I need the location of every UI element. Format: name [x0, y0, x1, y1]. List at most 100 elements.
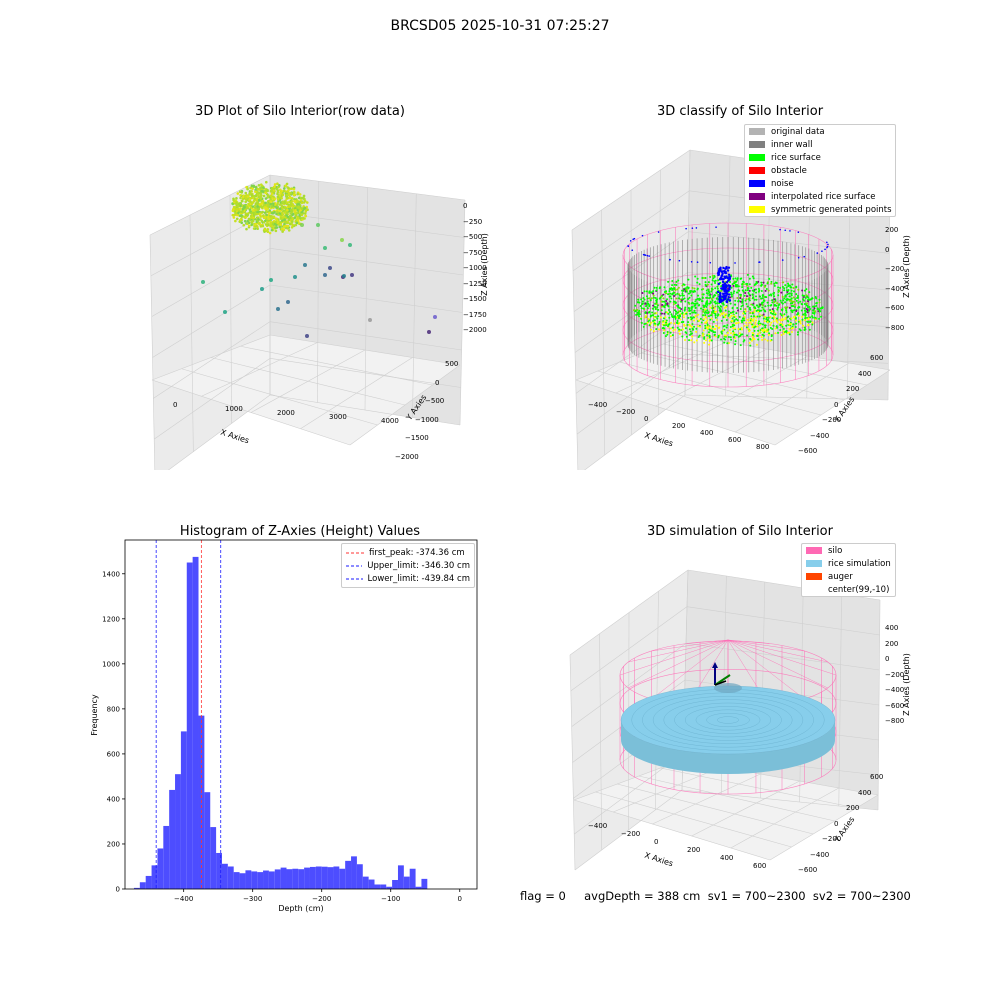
classified-point: [760, 281, 763, 284]
scatter-point: [223, 310, 227, 314]
noise-point: [826, 246, 828, 249]
classified-point: [753, 298, 756, 301]
histogram-bar: [274, 869, 281, 889]
classified-point: [669, 292, 672, 295]
rice-mesh-ring: [717, 716, 739, 724]
classified-point: [802, 298, 805, 301]
classified-point: [695, 317, 698, 320]
classified-point: [758, 305, 761, 308]
classified-point: [642, 307, 645, 310]
classified-point: [692, 311, 695, 314]
classified-point: [643, 290, 646, 293]
classified-point: [681, 284, 684, 287]
classified-point: [705, 289, 708, 292]
classified-point: [726, 342, 729, 345]
classified-point: [676, 326, 679, 329]
classified-point: [750, 303, 753, 306]
classified-point: [704, 327, 707, 330]
scatter-point: [257, 195, 260, 199]
classified-point: [761, 327, 764, 330]
classified-point: [695, 339, 698, 342]
grid-line: [774, 369, 891, 446]
plot4-legend: silo rice simulation auger center(99,-10): [801, 543, 896, 597]
histogram-bar: [268, 871, 275, 889]
classified-point: [776, 321, 779, 324]
plot1-z-tick: −1250: [463, 279, 487, 288]
grid-line: [769, 794, 879, 861]
scatter-point: [261, 210, 264, 214]
rice-mesh-ring: [685, 706, 771, 734]
classified-point: [686, 323, 689, 326]
classified-point: [801, 318, 804, 321]
scatter-point: [250, 223, 253, 227]
classified-point: [645, 304, 648, 307]
classified-point: [646, 321, 649, 324]
classified-point: [677, 286, 680, 289]
classified-point: [722, 316, 725, 319]
plot4-legend-swatch: [806, 573, 822, 580]
classified-point: [678, 310, 681, 313]
scatter-point: [296, 219, 300, 222]
scatter-point: [276, 182, 279, 186]
classified-point: [785, 324, 788, 327]
classified-point: [663, 312, 666, 315]
classified-point: [808, 291, 811, 294]
classified-point: [709, 276, 712, 279]
classified-point: [694, 300, 697, 303]
classified-point: [640, 307, 643, 310]
noise-point: [632, 238, 634, 241]
scatter-point: [297, 203, 301, 206]
classified-point: [690, 294, 693, 297]
scatter-point: [272, 215, 276, 219]
classified-point: [734, 327, 737, 330]
classified-point: [798, 306, 801, 309]
scatter-point: [278, 212, 282, 215]
histogram-bar: [139, 882, 146, 889]
classified-point: [718, 306, 721, 309]
classified-point: [682, 316, 685, 319]
plot2-legend-swatch: [749, 180, 765, 187]
classified-point: [780, 314, 783, 317]
histogram-x-label: Depth (cm): [278, 904, 323, 913]
classified-point: [735, 312, 738, 315]
classified-point: [790, 289, 793, 292]
classified-point: [818, 301, 821, 304]
noise-point: [725, 267, 728, 270]
classified-point: [803, 307, 806, 310]
silo-roof-line: [651, 639, 729, 700]
grid-line: [641, 352, 845, 401]
classified-point: [687, 292, 690, 295]
noise-point: [826, 241, 828, 244]
classified-point: [651, 311, 654, 314]
classified-point: [678, 293, 681, 296]
classified-point: [794, 326, 797, 329]
classified-point: [814, 310, 817, 313]
classified-point: [678, 294, 681, 297]
classified-point: [693, 325, 696, 328]
classified-point: [648, 290, 651, 293]
plot2-y-tick: −400: [810, 431, 830, 440]
plot1-y-tick: −500: [425, 397, 445, 405]
classified-point: [803, 289, 806, 292]
classified-point: [751, 275, 754, 278]
classified-point: [675, 310, 678, 313]
classified-point: [685, 312, 688, 315]
scatter-point: [256, 187, 260, 191]
classified-point: [740, 326, 743, 329]
classified-point: [784, 318, 787, 321]
classified-point: [733, 333, 736, 336]
grid-line: [573, 799, 771, 861]
scatter-point: [264, 180, 268, 184]
plot2-legend: original data inner wall rice surface obsta…: [744, 124, 896, 217]
scatter-point: [427, 330, 431, 334]
classified-point: [745, 326, 748, 329]
plot2-legend-label: interpolated rice surface: [771, 191, 876, 202]
classified-point: [663, 286, 666, 289]
classified-point: [751, 326, 754, 329]
classified-point: [803, 328, 806, 331]
noise-point: [803, 255, 806, 258]
classified-point: [691, 335, 694, 338]
classified-point: [735, 291, 738, 294]
classified-point: [760, 309, 763, 312]
classified-point: [772, 320, 775, 323]
